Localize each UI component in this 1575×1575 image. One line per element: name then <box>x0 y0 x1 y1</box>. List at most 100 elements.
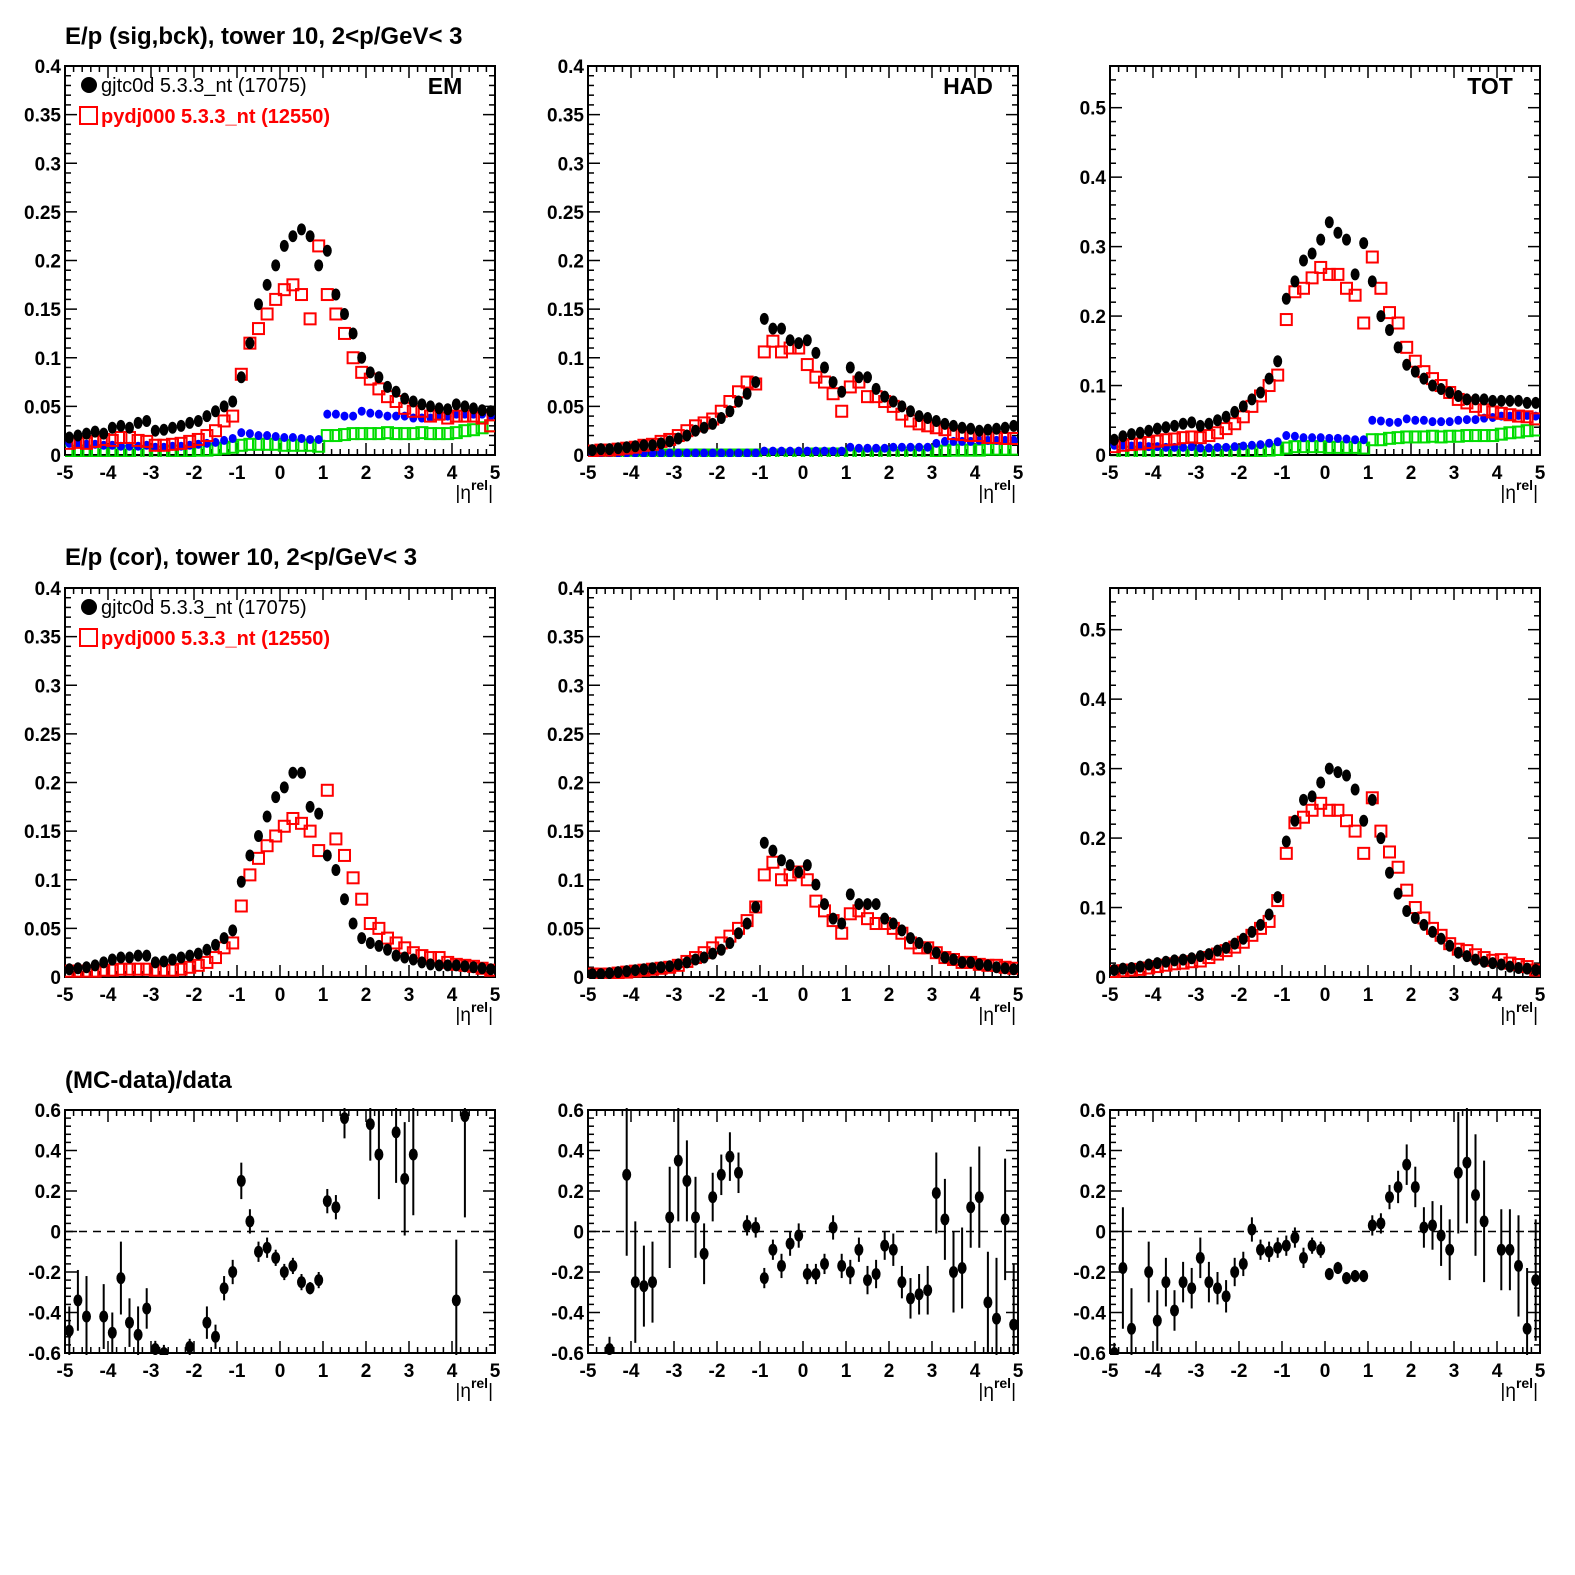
data-point <box>1350 783 1360 796</box>
data-point <box>863 371 872 384</box>
data-point <box>1195 419 1205 432</box>
bck-data-point <box>1196 443 1205 453</box>
mc-point <box>140 434 154 448</box>
data-point <box>400 951 410 964</box>
data-point <box>1436 932 1446 945</box>
data-point <box>1247 1223 1257 1236</box>
y-tick-label: 0 <box>573 446 584 467</box>
bck-data-point <box>725 448 734 457</box>
bck-data-point <box>1247 440 1256 450</box>
data-point <box>1522 396 1532 409</box>
x-tick-label: -3 <box>666 985 683 1006</box>
data-point <box>297 1276 306 1289</box>
panel-p13: -5 -4 -3 -2 -1 0 1 2 3 4 5|ηrel|00.10.20.30.40.5TO… <box>1080 65 1546 504</box>
data-point <box>880 390 890 403</box>
mc-point <box>209 424 222 438</box>
x-tick-label: 3 <box>404 1361 415 1382</box>
data-point <box>974 424 984 437</box>
x-tick-label: -4 <box>623 1361 640 1382</box>
data-point <box>228 395 238 408</box>
mc-point <box>1391 860 1405 874</box>
x-axis-label-close: | <box>1011 1381 1016 1402</box>
x-tick-label: -1 <box>752 463 769 484</box>
x-tick-label: 5 <box>1013 985 1024 1006</box>
y-tick-label: 0.25 <box>24 203 61 224</box>
bck-mc-point <box>424 427 437 441</box>
bck-data-point <box>1187 442 1196 452</box>
data-point <box>1118 430 1128 443</box>
x-tick-label: 4 <box>1492 1361 1503 1382</box>
x-tick-label: -2 <box>186 463 203 484</box>
bck-data-point <box>1514 410 1523 420</box>
y-tick-label: 0 <box>1095 968 1106 989</box>
mc-point <box>226 936 240 950</box>
data-point <box>236 875 246 888</box>
data-point <box>1152 1314 1162 1327</box>
data-point <box>794 1229 804 1242</box>
x-tick-label: -1 <box>1274 463 1291 484</box>
data-point <box>957 956 967 969</box>
bck-data-point <box>682 448 691 457</box>
data-point <box>1445 939 1455 952</box>
data-point <box>288 766 298 779</box>
data-point <box>236 1174 246 1187</box>
x-axis-label-main: |η <box>455 483 471 504</box>
data-point <box>383 943 392 956</box>
mc-point <box>286 278 300 292</box>
x-axis-label-close: | <box>488 1381 493 1402</box>
data-point <box>1221 1290 1231 1303</box>
y-tick-label: -0.4 <box>28 1304 61 1325</box>
data-point <box>1522 962 1532 975</box>
panel-p32: -5 -4 -3 -2 -1 0 1 2 3 4 5|ηrel|-0.6-0.4-0.200.20.… <box>551 1101 1023 1402</box>
data-point <box>1144 424 1154 437</box>
mc-point <box>191 958 205 972</box>
legend-mc-label: pydj000 5.3.3_nt (12550) <box>101 628 330 650</box>
x-axis-label-main: |η <box>1500 483 1516 504</box>
data-point <box>305 1282 315 1295</box>
data-point <box>443 959 453 972</box>
data-point <box>1170 1304 1179 1317</box>
x-tick-label: -1 <box>229 463 246 484</box>
x-tick-label: -2 <box>186 985 203 1006</box>
data-point <box>357 932 367 945</box>
data-point <box>219 932 229 945</box>
data-point <box>322 244 332 257</box>
series-group <box>65 1108 470 1355</box>
series-group <box>1110 216 1540 457</box>
data-point <box>837 1259 847 1272</box>
mc-point <box>303 824 317 838</box>
data-point <box>914 936 924 949</box>
panel-p23: -5 -4 -3 -2 -1 0 1 2 3 4 5|ηrel|00.10.20.30.40.5 <box>1080 587 1546 1026</box>
bck-data-point <box>1411 415 1420 425</box>
bck-data-point <box>82 439 91 449</box>
x-axis-label-sup: rel <box>1516 999 1533 1015</box>
x-tick-label: 1 <box>841 985 852 1006</box>
data-point <box>1385 323 1394 336</box>
bck-data-point <box>940 436 949 446</box>
mc-point <box>174 962 188 976</box>
bck-data-point <box>906 442 915 452</box>
bck-data-point <box>1454 415 1463 425</box>
y-tick-label: 0.5 <box>1080 99 1107 120</box>
data-point <box>777 854 786 867</box>
bck-mc-point <box>467 423 480 437</box>
bck-data-point <box>1256 440 1265 450</box>
x-tick-label: -4 <box>623 463 640 484</box>
data-point <box>914 410 924 423</box>
mc-point <box>252 322 265 336</box>
data-point <box>940 951 950 964</box>
bck-mc-point <box>346 427 360 441</box>
data-point <box>897 1276 907 1289</box>
bck-mc-point <box>363 427 377 441</box>
data-point <box>820 898 829 911</box>
data-point <box>759 836 769 849</box>
data-point <box>1462 950 1472 963</box>
data-point <box>82 427 91 440</box>
data-point <box>245 1215 255 1228</box>
x-tick-label: -1 <box>752 985 769 1006</box>
y-tick-label: 0.1 <box>558 871 585 892</box>
data-point <box>845 361 855 374</box>
data-point <box>699 1247 709 1260</box>
x-axis-label-close: | <box>1011 483 1016 504</box>
data-point <box>1436 1229 1446 1242</box>
